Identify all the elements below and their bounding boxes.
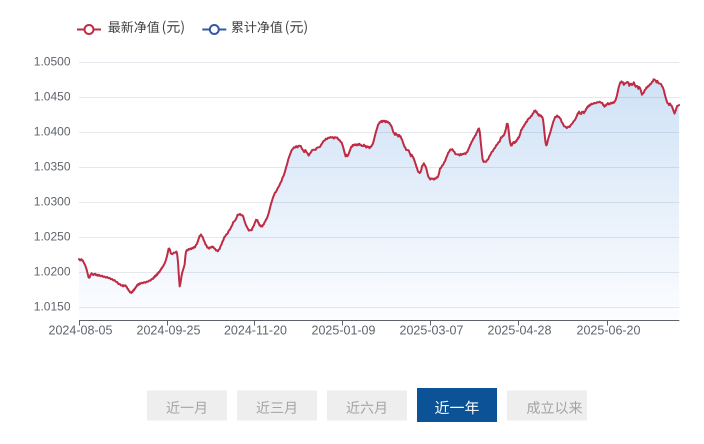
svg-text:2024-08-05: 2024-08-05 xyxy=(49,324,113,338)
svg-text:1.0400: 1.0400 xyxy=(34,124,71,138)
svg-text:2025-01-09: 2025-01-09 xyxy=(312,324,376,338)
svg-text:1.0450: 1.0450 xyxy=(34,89,71,103)
svg-text:1.0350: 1.0350 xyxy=(34,159,71,173)
svg-text:2025-04-28: 2025-04-28 xyxy=(488,324,552,338)
svg-text:1.0150: 1.0150 xyxy=(34,299,71,313)
svg-text:2025-06-20: 2025-06-20 xyxy=(577,324,641,338)
svg-text:2024-11-20: 2024-11-20 xyxy=(224,324,287,338)
svg-text:1.0500: 1.0500 xyxy=(34,54,71,68)
svg-text:1.0250: 1.0250 xyxy=(34,229,71,243)
svg-text:1.0300: 1.0300 xyxy=(34,194,71,208)
svg-text:2024-09-25: 2024-09-25 xyxy=(137,324,201,338)
svg-text:2025-03-07: 2025-03-07 xyxy=(400,324,464,338)
svg-text:1.0200: 1.0200 xyxy=(34,264,71,278)
